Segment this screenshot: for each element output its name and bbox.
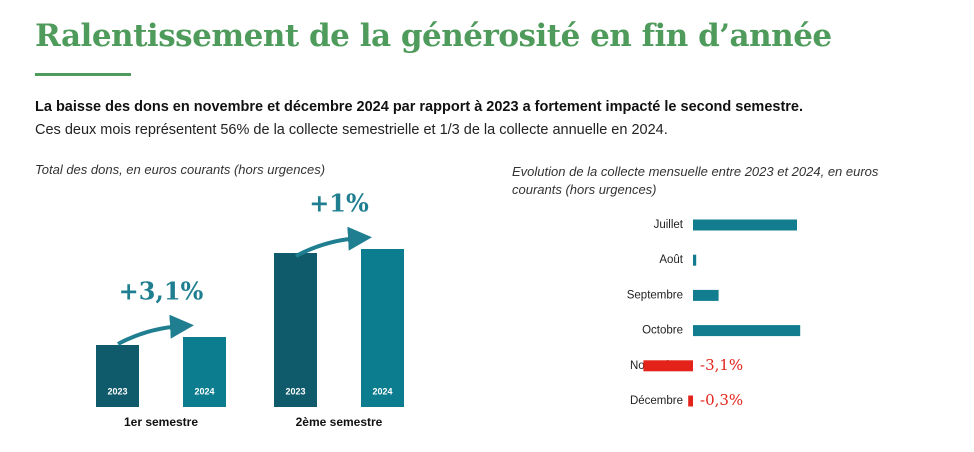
value-label: -3,1% [700,356,743,374]
bar [693,219,797,231]
bar-series-label: 2023 [285,386,305,396]
chart-title: Total des dons, en euros courants (hors … [35,162,326,177]
annotation-arrow [295,226,372,258]
value-label: -0,3% [700,391,743,409]
x-tick-label: 1er semestre [124,415,198,429]
y-tick-label: Août [659,254,683,266]
annotation-arrow [117,314,194,346]
bar [693,289,719,301]
bar-series-label: 2023 [107,386,127,396]
bar-series-label: 2024 [194,386,214,396]
title-rule [35,73,131,76]
y-tick-label: Octobre [642,325,683,337]
bar [688,395,693,407]
bar [361,249,404,407]
annotation: +1% [309,189,369,218]
bar-series-label: 2024 [372,386,392,396]
page-title: Ralentissement de la générosité en fin d… [35,18,832,54]
chart-title: Evolution de la collecte mensuelle entre… [512,164,879,197]
bar [274,253,317,407]
bar [643,360,693,372]
body-text: Ces deux mois représentent 56% de la col… [35,122,668,138]
y-tick-label: Septembre [627,289,683,301]
bar [96,345,139,407]
annotation: +3,1% [119,277,204,306]
lead-text: La baisse des dons en novembre et décemb… [35,99,804,115]
y-tick-label: Décembre [630,395,683,407]
x-tick-label: 2ème semestre [296,415,383,429]
bar [693,325,801,337]
y-tick-label: Juillet [654,219,684,231]
bar [183,337,226,407]
bar [693,254,697,266]
